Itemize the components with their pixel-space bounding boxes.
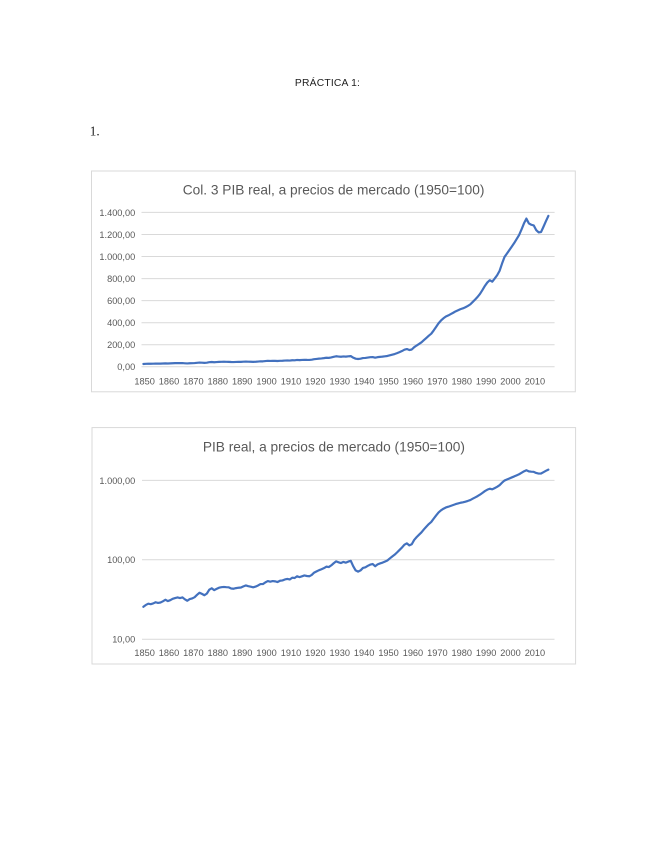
svg-text:1950: 1950 (378, 648, 398, 658)
svg-text:1.200,00: 1.200,00 (99, 230, 135, 240)
svg-text:2000: 2000 (500, 648, 520, 658)
svg-text:400,00: 400,00 (107, 318, 135, 328)
svg-text:1880: 1880 (208, 648, 228, 658)
svg-text:1990: 1990 (476, 377, 496, 387)
svg-text:10,00: 10,00 (112, 635, 135, 645)
svg-text:1970: 1970 (427, 648, 447, 658)
svg-text:1.400,00: 1.400,00 (99, 208, 135, 218)
svg-text:2010: 2010 (525, 648, 545, 658)
svg-text:1860: 1860 (159, 648, 179, 658)
svg-text:1.000,00: 1.000,00 (99, 476, 135, 486)
svg-text:600,00: 600,00 (107, 296, 135, 306)
svg-text:1990: 1990 (476, 648, 496, 658)
svg-text:1890: 1890 (232, 377, 252, 387)
svg-text:1.000,00: 1.000,00 (99, 252, 135, 262)
svg-text:1950: 1950 (378, 377, 398, 387)
svg-text:0,00: 0,00 (117, 362, 135, 372)
svg-text:1910: 1910 (281, 648, 301, 658)
svg-text:1980: 1980 (452, 377, 472, 387)
svg-text:1910: 1910 (281, 377, 301, 387)
svg-text:1900: 1900 (256, 377, 276, 387)
svg-text:1930: 1930 (330, 648, 350, 658)
svg-text:1860: 1860 (159, 377, 179, 387)
svg-text:1960: 1960 (403, 648, 423, 658)
svg-text:1850: 1850 (134, 648, 154, 658)
svg-text:1940: 1940 (354, 377, 374, 387)
svg-text:1870: 1870 (183, 377, 203, 387)
svg-text:1890: 1890 (232, 648, 252, 658)
svg-text:1960: 1960 (403, 377, 423, 387)
svg-text:200,00: 200,00 (107, 340, 135, 350)
svg-text:100,00: 100,00 (107, 555, 135, 565)
svg-text:2000: 2000 (500, 377, 520, 387)
svg-text:1.: 1. (90, 123, 100, 138)
svg-text:1930: 1930 (330, 377, 350, 387)
svg-text:1870: 1870 (183, 648, 203, 658)
svg-text:1850: 1850 (134, 377, 154, 387)
svg-text:1940: 1940 (354, 648, 374, 658)
svg-text:1900: 1900 (256, 648, 276, 658)
svg-text:1920: 1920 (305, 648, 325, 658)
svg-text:1920: 1920 (305, 377, 325, 387)
svg-text:Col. 3 PIB real, a precios de: Col. 3 PIB real, a precios de mercado (1… (183, 183, 485, 198)
svg-text:1970: 1970 (427, 377, 447, 387)
svg-text:1880: 1880 (208, 377, 228, 387)
svg-text:1980: 1980 (452, 648, 472, 658)
svg-text:800,00: 800,00 (107, 274, 135, 284)
svg-text:PIB real, a precios de mercado: PIB real, a precios de mercado (1950=100… (203, 440, 465, 455)
svg-text:PRÁCTICA 1:: PRÁCTICA 1: (295, 76, 360, 89)
svg-text:2010: 2010 (525, 377, 545, 387)
